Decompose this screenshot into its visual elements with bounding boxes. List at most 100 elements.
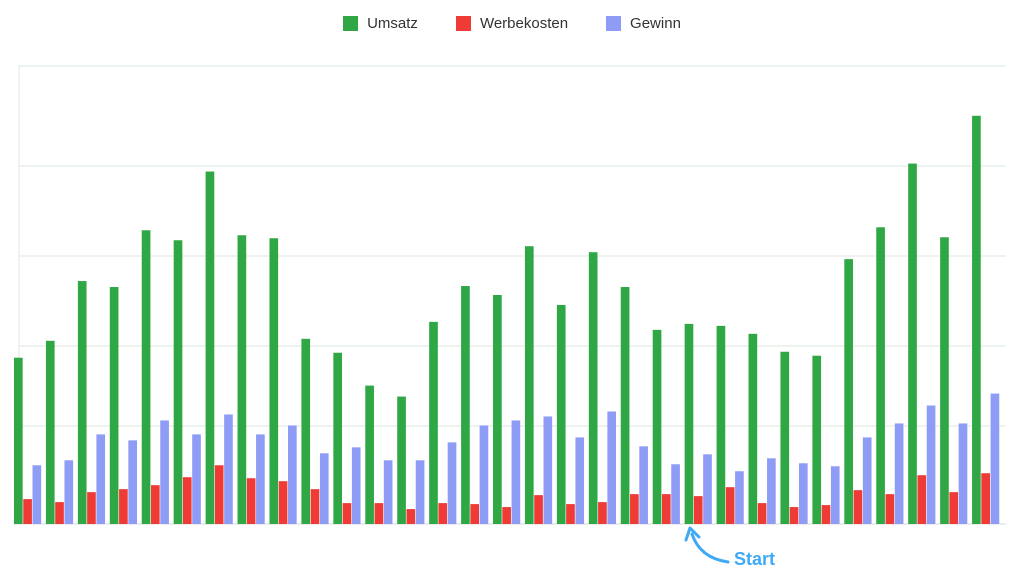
bar-gewinn-22[interactable] — [703, 454, 712, 524]
bar-werbekosten-16[interactable] — [502, 507, 511, 524]
bar-umsatz-22[interactable] — [684, 323, 694, 524]
bar-werbekosten-5[interactable] — [151, 485, 160, 524]
bar-werbekosten-25[interactable] — [789, 507, 799, 524]
bar-werbekosten-8[interactable] — [246, 478, 256, 524]
bar-werbekosten-7[interactable] — [214, 465, 224, 524]
bar-gewinn-10[interactable] — [319, 453, 329, 524]
bar-umsatz-17[interactable] — [524, 246, 534, 524]
bar-umsatz-4[interactable] — [109, 287, 119, 524]
bar-umsatz-24[interactable] — [748, 333, 758, 524]
bar-umsatz-26[interactable] — [812, 355, 822, 524]
bar-gewinn-11[interactable] — [351, 447, 361, 524]
bar-werbekosten-23[interactable] — [725, 487, 735, 524]
bar-werbekosten-20[interactable] — [630, 494, 639, 524]
bar-umsatz-23[interactable] — [716, 325, 726, 524]
bar-umsatz-29[interactable] — [908, 163, 917, 524]
legend-item-gewinn[interactable]: Gewinn — [606, 15, 681, 32]
bar-umsatz-14[interactable] — [429, 321, 438, 524]
bar-umsatz-1[interactable] — [14, 357, 23, 524]
bar-werbekosten-30[interactable] — [949, 492, 959, 524]
bar-werbekosten-18[interactable] — [566, 504, 575, 524]
legend-item-werbekosten[interactable]: Werbekosten — [455, 15, 569, 32]
bar-werbekosten-10[interactable] — [310, 489, 320, 524]
bar-gewinn-1[interactable] — [32, 465, 42, 524]
bar-werbekosten-27[interactable] — [853, 490, 863, 524]
bar-umsatz-8[interactable] — [237, 235, 247, 524]
bar-gewinn-6[interactable] — [192, 434, 201, 524]
bar-gewinn-26[interactable] — [830, 466, 840, 524]
bar-gewinn-24[interactable] — [767, 458, 776, 524]
bar-gewinn-12[interactable] — [383, 460, 393, 524]
bar-gewinn-23[interactable] — [735, 471, 744, 524]
bar-umsatz-31[interactable] — [972, 115, 981, 524]
bar-gewinn-25[interactable] — [798, 463, 808, 524]
bar-umsatz-7[interactable] — [205, 171, 215, 525]
bar-umsatz-2[interactable] — [45, 340, 55, 524]
bar-werbekosten-11[interactable] — [342, 503, 352, 524]
bar-werbekosten-1[interactable] — [23, 499, 32, 524]
bar-gewinn-5[interactable] — [160, 420, 169, 524]
bar-umsatz-18[interactable] — [556, 304, 566, 524]
bar-werbekosten-21[interactable] — [661, 494, 671, 524]
bar-gewinn-2[interactable] — [64, 460, 74, 524]
bar-werbekosten-12[interactable] — [374, 503, 384, 524]
bar-gewinn-9[interactable] — [288, 425, 297, 524]
bar-gewinn-20[interactable] — [639, 446, 648, 524]
annotation-arrow-head — [684, 526, 701, 542]
bar-umsatz-27[interactable] — [844, 259, 853, 524]
bar-umsatz-30[interactable] — [940, 237, 949, 524]
bar-werbekosten-13[interactable] — [406, 509, 416, 524]
bar-gewinn-18[interactable] — [575, 437, 585, 524]
bar-umsatz-5[interactable] — [141, 230, 151, 524]
bar-gewinn-15[interactable] — [479, 425, 489, 524]
bar-gewinn-28[interactable] — [894, 423, 904, 524]
bar-umsatz-28[interactable] — [876, 227, 885, 525]
bar-umsatz-15[interactable] — [461, 286, 470, 524]
bar-gewinn-4[interactable] — [128, 440, 137, 524]
bar-werbekosten-2[interactable] — [55, 502, 64, 524]
bar-werbekosten-24[interactable] — [757, 503, 767, 524]
bar-gewinn-8[interactable] — [256, 434, 265, 524]
bar-gewinn-17[interactable] — [543, 416, 553, 524]
bar-umsatz-12[interactable] — [365, 385, 374, 524]
bar-gewinn-30[interactable] — [958, 423, 968, 524]
bar-umsatz-13[interactable] — [397, 396, 406, 524]
bar-werbekosten-29[interactable] — [917, 475, 927, 524]
bar-umsatz-21[interactable] — [652, 329, 662, 524]
bar-werbekosten-9[interactable] — [278, 481, 288, 524]
bar-umsatz-9[interactable] — [269, 238, 279, 524]
bar-gewinn-27[interactable] — [862, 437, 872, 524]
bar-werbekosten-3[interactable] — [87, 492, 96, 524]
bar-gewinn-16[interactable] — [511, 420, 521, 524]
legend-item-umsatz[interactable]: Umsatz — [343, 15, 418, 32]
bar-umsatz-16[interactable] — [493, 295, 502, 524]
legend-label-werbekosten: Werbekosten — [479, 15, 569, 32]
bar-werbekosten-26[interactable] — [821, 505, 831, 524]
bar-werbekosten-6[interactable] — [182, 477, 192, 524]
bar-umsatz-10[interactable] — [301, 338, 311, 524]
bar-gewinn-3[interactable] — [96, 434, 106, 524]
bar-gewinn-14[interactable] — [447, 442, 457, 524]
bar-umsatz-11[interactable] — [333, 352, 343, 524]
bar-umsatz-3[interactable] — [77, 281, 87, 524]
bar-werbekosten-22[interactable] — [693, 496, 703, 524]
bar-gewinn-19[interactable] — [607, 411, 617, 524]
bar-gewinn-29[interactable] — [926, 405, 936, 524]
bar-umsatz-20[interactable] — [620, 287, 630, 524]
bar-werbekosten-17[interactable] — [534, 495, 543, 524]
bar-gewinn-31[interactable] — [990, 393, 1000, 524]
bar-umsatz-6[interactable] — [173, 240, 183, 525]
bar-werbekosten-19[interactable] — [598, 502, 607, 524]
bar-umsatz-19[interactable] — [588, 252, 598, 524]
bar-gewinn-7[interactable] — [224, 414, 233, 524]
bar-gewinn-21[interactable] — [671, 464, 680, 524]
bar-werbekosten-15[interactable] — [470, 504, 480, 524]
bar-werbekosten-31[interactable] — [981, 473, 990, 524]
bar-umsatz-25[interactable] — [780, 351, 790, 524]
bar-werbekosten-14[interactable] — [438, 503, 448, 524]
bar-werbekosten-28[interactable] — [885, 494, 895, 524]
legend-label-umsatz: Umsatz — [367, 15, 418, 32]
bar-gewinn-13[interactable] — [415, 460, 425, 524]
bar-werbekosten-4[interactable] — [119, 489, 128, 524]
